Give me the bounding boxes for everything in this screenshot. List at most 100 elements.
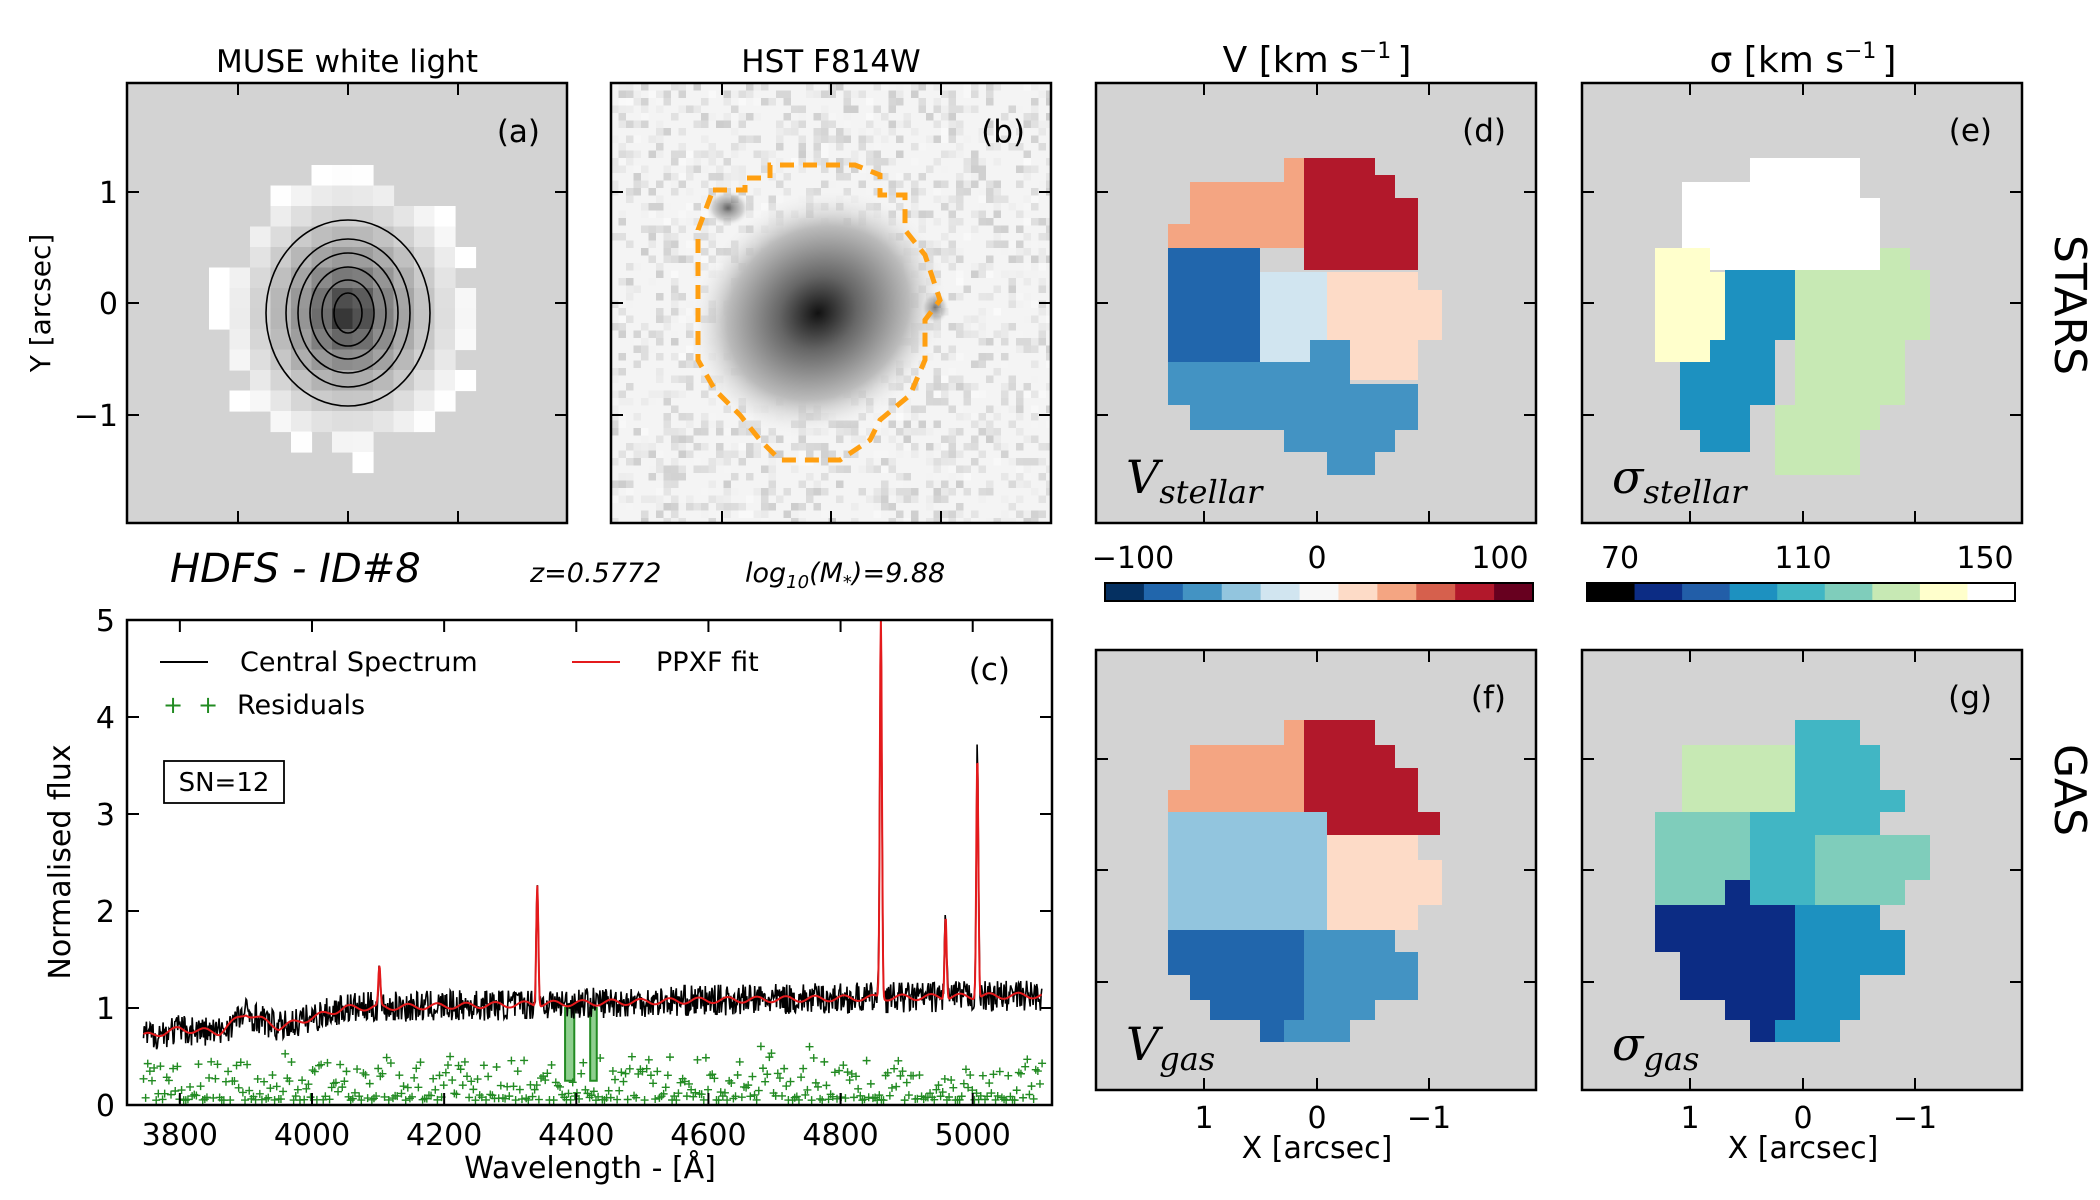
hst-noise-pixel: [701, 218, 709, 226]
hst-noise-pixel: [843, 465, 851, 473]
hst-noise-pixel: [941, 375, 949, 383]
hst-noise-pixel: [708, 480, 716, 488]
residual-point: [164, 1076, 173, 1085]
hst-noise-pixel: [641, 203, 649, 211]
residual-point: [940, 1074, 949, 1083]
hst-noise-pixel: [881, 488, 889, 496]
residual-point: [978, 1071, 987, 1080]
hst-noise-pixel: [618, 450, 626, 458]
redshift-label: z=0.5772: [529, 558, 661, 589]
muse-contours: [265, 219, 431, 407]
hst-noise-pixel: [986, 435, 994, 443]
hst-noise-pixel: [678, 158, 686, 166]
hst-noise-pixel: [1008, 255, 1016, 263]
residual-point: [926, 1089, 935, 1098]
hst-noise-pixel: [1031, 360, 1039, 368]
muse-pixel: [352, 349, 374, 371]
hst-noise-pixel: [873, 510, 881, 518]
hst-noise-pixel: [731, 473, 739, 481]
hst-noise-pixel: [626, 450, 634, 458]
hst-noise-pixel: [941, 390, 949, 398]
hst-noise-pixel: [633, 188, 641, 196]
hst-noise-pixel: [641, 443, 649, 451]
hst-noise-pixel: [881, 458, 889, 466]
hst-noise-pixel: [1046, 98, 1051, 106]
hst-noise-pixel: [851, 158, 859, 166]
hst-noise-pixel: [956, 120, 964, 128]
hst-noise-pixel: [1001, 195, 1009, 203]
hst-noise-pixel: [641, 98, 649, 106]
hst-noise-pixel: [1031, 240, 1039, 248]
colorbar-swatch: [1416, 583, 1456, 601]
residual-point: [934, 1081, 943, 1090]
hst-noise-pixel: [768, 458, 776, 466]
hst-noise-pixel: [626, 278, 634, 286]
hst-noise-pixel: [648, 210, 656, 218]
hst-noise-pixel: [986, 120, 994, 128]
hst-noise-pixel: [656, 308, 664, 316]
hst-noise-pixel: [641, 428, 649, 436]
muse-pixel: [373, 370, 395, 392]
residual-point: [818, 1096, 827, 1105]
hst-noise-pixel: [978, 203, 986, 211]
muse-pixel: [373, 206, 395, 228]
hst-noise-pixel: [933, 240, 941, 248]
hst-noise-pixel: [1046, 120, 1051, 128]
hst-noise-pixel: [978, 165, 986, 173]
hst-noise-pixel: [933, 458, 941, 466]
hst-noise-pixel: [866, 458, 874, 466]
hst-noise-pixel: [1031, 105, 1039, 113]
hst-noise-pixel: [896, 98, 904, 106]
hst-noise-pixel: [701, 248, 709, 256]
hst-noise-pixel: [978, 330, 986, 338]
residual-point: [353, 1065, 362, 1074]
hst-noise-pixel: [626, 83, 634, 91]
hst-noise-pixel: [678, 180, 686, 188]
hst-noise-pixel: [888, 465, 896, 473]
hst-noise-pixel: [656, 210, 664, 218]
residual-point: [995, 1067, 1004, 1076]
hst-noise-pixel: [836, 165, 844, 173]
hst-noise-pixel: [918, 98, 926, 106]
residual-point: [171, 1086, 180, 1095]
colorbar-swatch: [1682, 583, 1731, 601]
svg-text:+: +: [198, 691, 218, 719]
residual-point: [710, 1074, 719, 1083]
hst-noise-pixel: [738, 510, 746, 518]
hst-noise-pixel: [843, 158, 851, 166]
colorbar-tick-label: −100: [1092, 541, 1174, 576]
residual-point: [167, 1090, 176, 1099]
hst-noise-pixel: [858, 488, 866, 496]
hst-noise-pixel: [663, 428, 671, 436]
residual-point: [139, 1074, 148, 1083]
hst-noise-pixel: [618, 165, 626, 173]
residual-point: [685, 1079, 694, 1088]
hst-noise-pixel: [663, 480, 671, 488]
residual-point: [780, 1064, 789, 1073]
hst-noise-pixel: [971, 435, 979, 443]
hst-noise-pixel: [626, 443, 634, 451]
hst-noise-pixel: [1023, 263, 1031, 271]
hst-noise-pixel: [671, 465, 679, 473]
y-tick-label: −1: [74, 399, 118, 434]
residual-point: [932, 1085, 941, 1094]
hst-noise-pixel: [768, 480, 776, 488]
hst-noise-pixel: [701, 120, 709, 128]
hst-noise-pixel: [911, 83, 919, 91]
hst-noise-pixel: [686, 255, 694, 263]
map-region: [1682, 158, 1880, 270]
hst-noise-pixel: [1031, 300, 1039, 308]
hst-noise-pixel: [1001, 443, 1009, 451]
hst-noise-pixel: [776, 128, 784, 136]
residual-point: [143, 1059, 152, 1068]
hst-noise-pixel: [798, 143, 806, 151]
hst-noise-pixel: [1016, 165, 1024, 173]
hst-noise-pixel: [671, 435, 679, 443]
hst-noise-pixel: [1038, 120, 1046, 128]
muse-pixel: [291, 247, 313, 269]
hst-noise-pixel: [978, 338, 986, 346]
hst-noise-pixel: [626, 120, 634, 128]
colorbar-swatch: [1967, 583, 2016, 601]
hst-noise-pixel: [993, 405, 1001, 413]
